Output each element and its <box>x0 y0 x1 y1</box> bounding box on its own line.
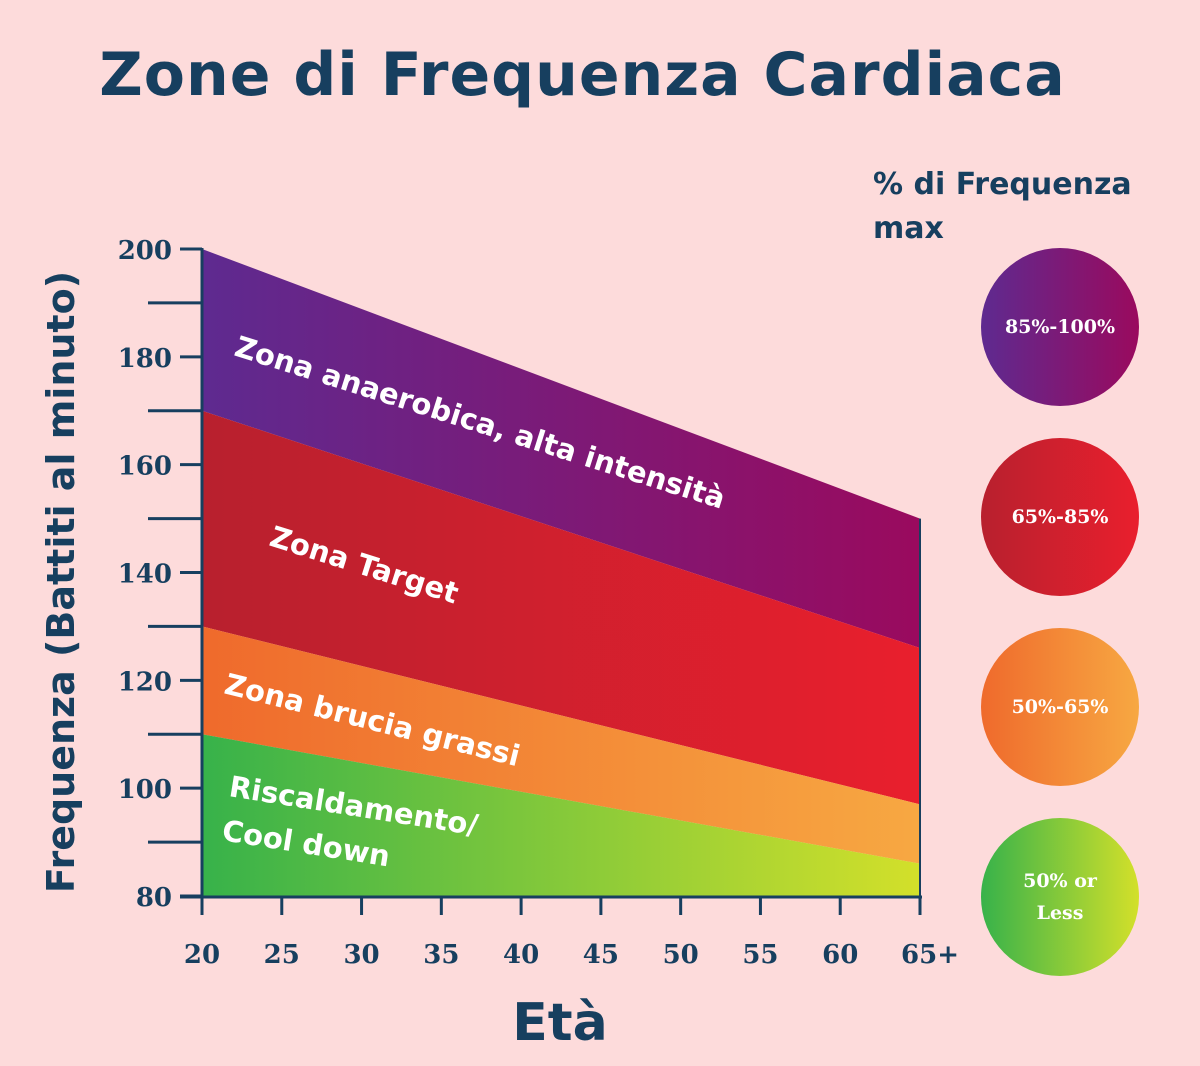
x-tick-label: 35 <box>423 940 459 970</box>
zone-target-area <box>202 410 920 805</box>
zone-anaerobic-area <box>202 249 920 648</box>
legend-range-target: 65%-85% <box>1011 506 1109 528</box>
y-tick-label: 180 <box>118 344 172 374</box>
y-tick-label: 140 <box>118 560 172 590</box>
legend-range-anaerobic: 85%-100% <box>1004 316 1116 338</box>
y-tick-label: 200 <box>118 236 172 266</box>
legend-range-warmup-line1: 50% or <box>1023 870 1097 892</box>
x-tick-label: 20 <box>184 940 220 970</box>
zone-warmup-area <box>202 734 920 896</box>
x-tick-label: 65+ <box>901 940 959 970</box>
y-tick-label: 80 <box>136 883 172 913</box>
legend-circle-target: 65%-85% <box>981 438 1139 596</box>
x-tick-label: 25 <box>264 940 300 970</box>
legend-range-fat-burn: 50%-65% <box>1011 696 1109 718</box>
x-tick-label: 60 <box>822 940 858 970</box>
legend-circle-warmup: 50% or Less <box>981 818 1139 976</box>
legend-circle-anaerobic: 85%-100% <box>981 248 1139 406</box>
legend-circle-fat-burn: 50%-65% <box>981 628 1139 786</box>
x-tick-label: 30 <box>343 940 379 970</box>
y-axis-label: Frequenza (Battiti al minuto) <box>39 271 83 893</box>
y-tick-label: 100 <box>118 775 172 805</box>
zone-fat-burn-area <box>202 626 920 864</box>
legend-range-warmup-line2: Less <box>1036 902 1084 924</box>
x-tick-label: 50 <box>663 940 699 970</box>
legend-title: % di Frequenza max <box>873 167 1132 246</box>
x-tick-label: 55 <box>742 940 778 970</box>
x-tick-label: 45 <box>583 940 619 970</box>
chart-title: Zone di Frequenza Cardiaca <box>99 40 1066 110</box>
x-axis-label: Età <box>512 993 607 1053</box>
y-tick-label: 160 <box>118 452 172 482</box>
x-tick-label: 40 <box>503 940 539 970</box>
y-tick-label: 120 <box>118 667 172 697</box>
